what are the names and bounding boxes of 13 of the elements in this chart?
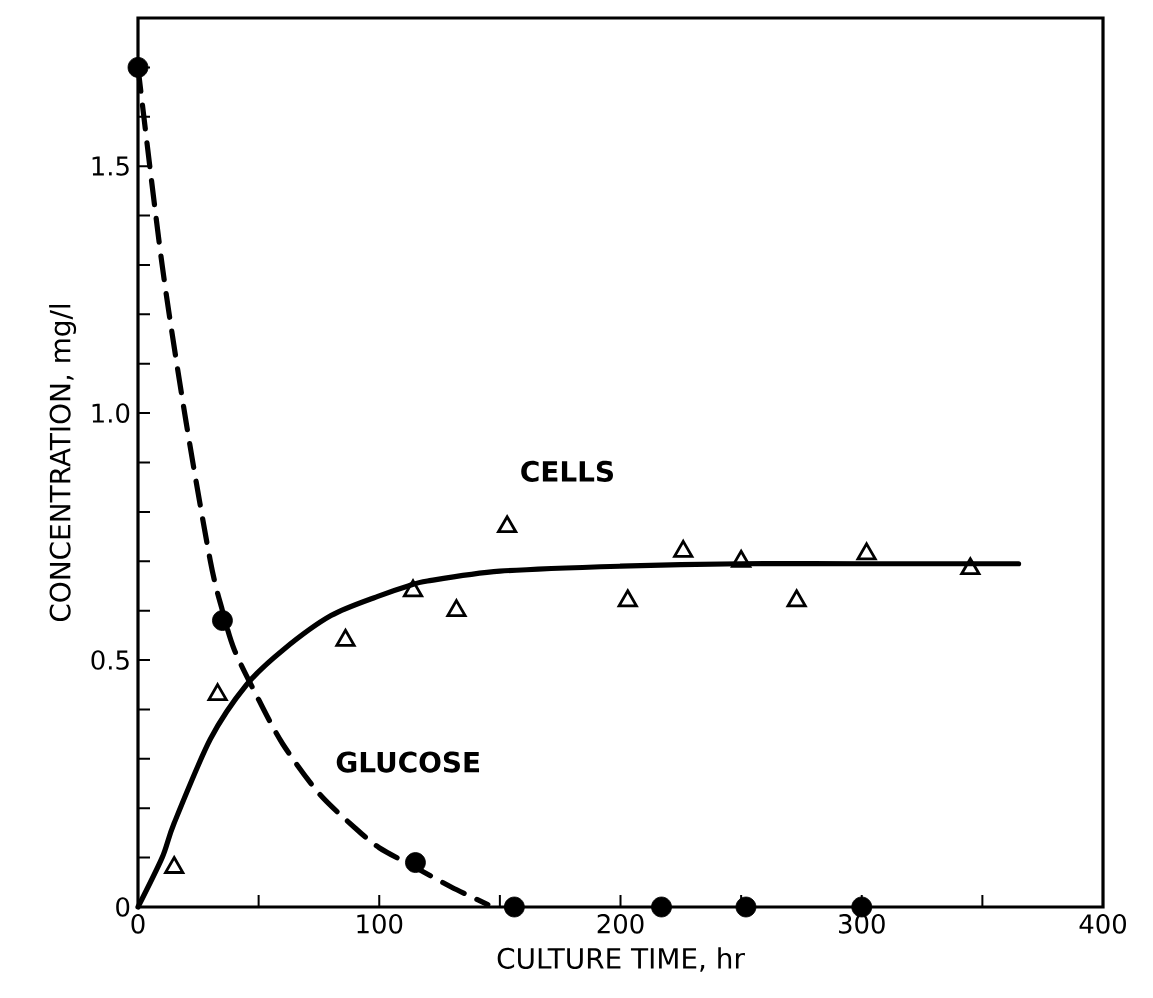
x-tick-label: 300: [839, 914, 885, 934]
x-tick-label: 100: [357, 914, 403, 934]
y-tick-label: 0.5: [91, 650, 129, 670]
annotation: CELLS: [521, 460, 613, 482]
annotation: GLUCOSE: [336, 751, 480, 773]
x-tick-label: 200: [597, 914, 644, 934]
x-tick-label: 400: [1079, 914, 1126, 934]
y-tick-label: 1.5: [92, 156, 129, 176]
x-tick-label: 0: [131, 914, 145, 934]
y-tick-label: 0: [116, 897, 130, 917]
x-axis-title: CULTURE TIME, hr: [497, 947, 745, 972]
y-axis-title: CONCENTRATION, mg/l: [49, 304, 77, 622]
y-tick-label: 1.0: [92, 403, 130, 423]
